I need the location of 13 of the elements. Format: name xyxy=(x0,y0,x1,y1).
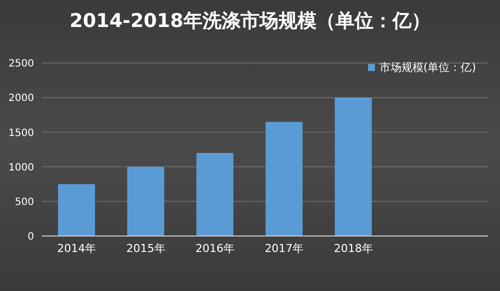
x-tick-label: 2015年 xyxy=(126,242,166,255)
x-tick-label: 2018年 xyxy=(334,242,373,255)
y-tick-label: 2000 xyxy=(8,93,34,104)
y-tick-label: 1500 xyxy=(8,128,34,139)
y-tick-label: 2500 xyxy=(8,58,34,70)
chart-title: 2014-2018年洗涤市场规模（单位：亿） xyxy=(68,9,432,34)
y-tick-label: 500 xyxy=(14,196,34,208)
x-tick-label: 2016年 xyxy=(196,242,234,255)
y-tick-label: 1000 xyxy=(8,162,34,174)
y-tick-label: 0 xyxy=(28,232,34,243)
x-tick-label: 2017年 xyxy=(264,242,304,255)
legend-label: 市场规模(单位：亿) xyxy=(379,61,476,74)
x-tick-label: 2014年 xyxy=(57,242,96,255)
